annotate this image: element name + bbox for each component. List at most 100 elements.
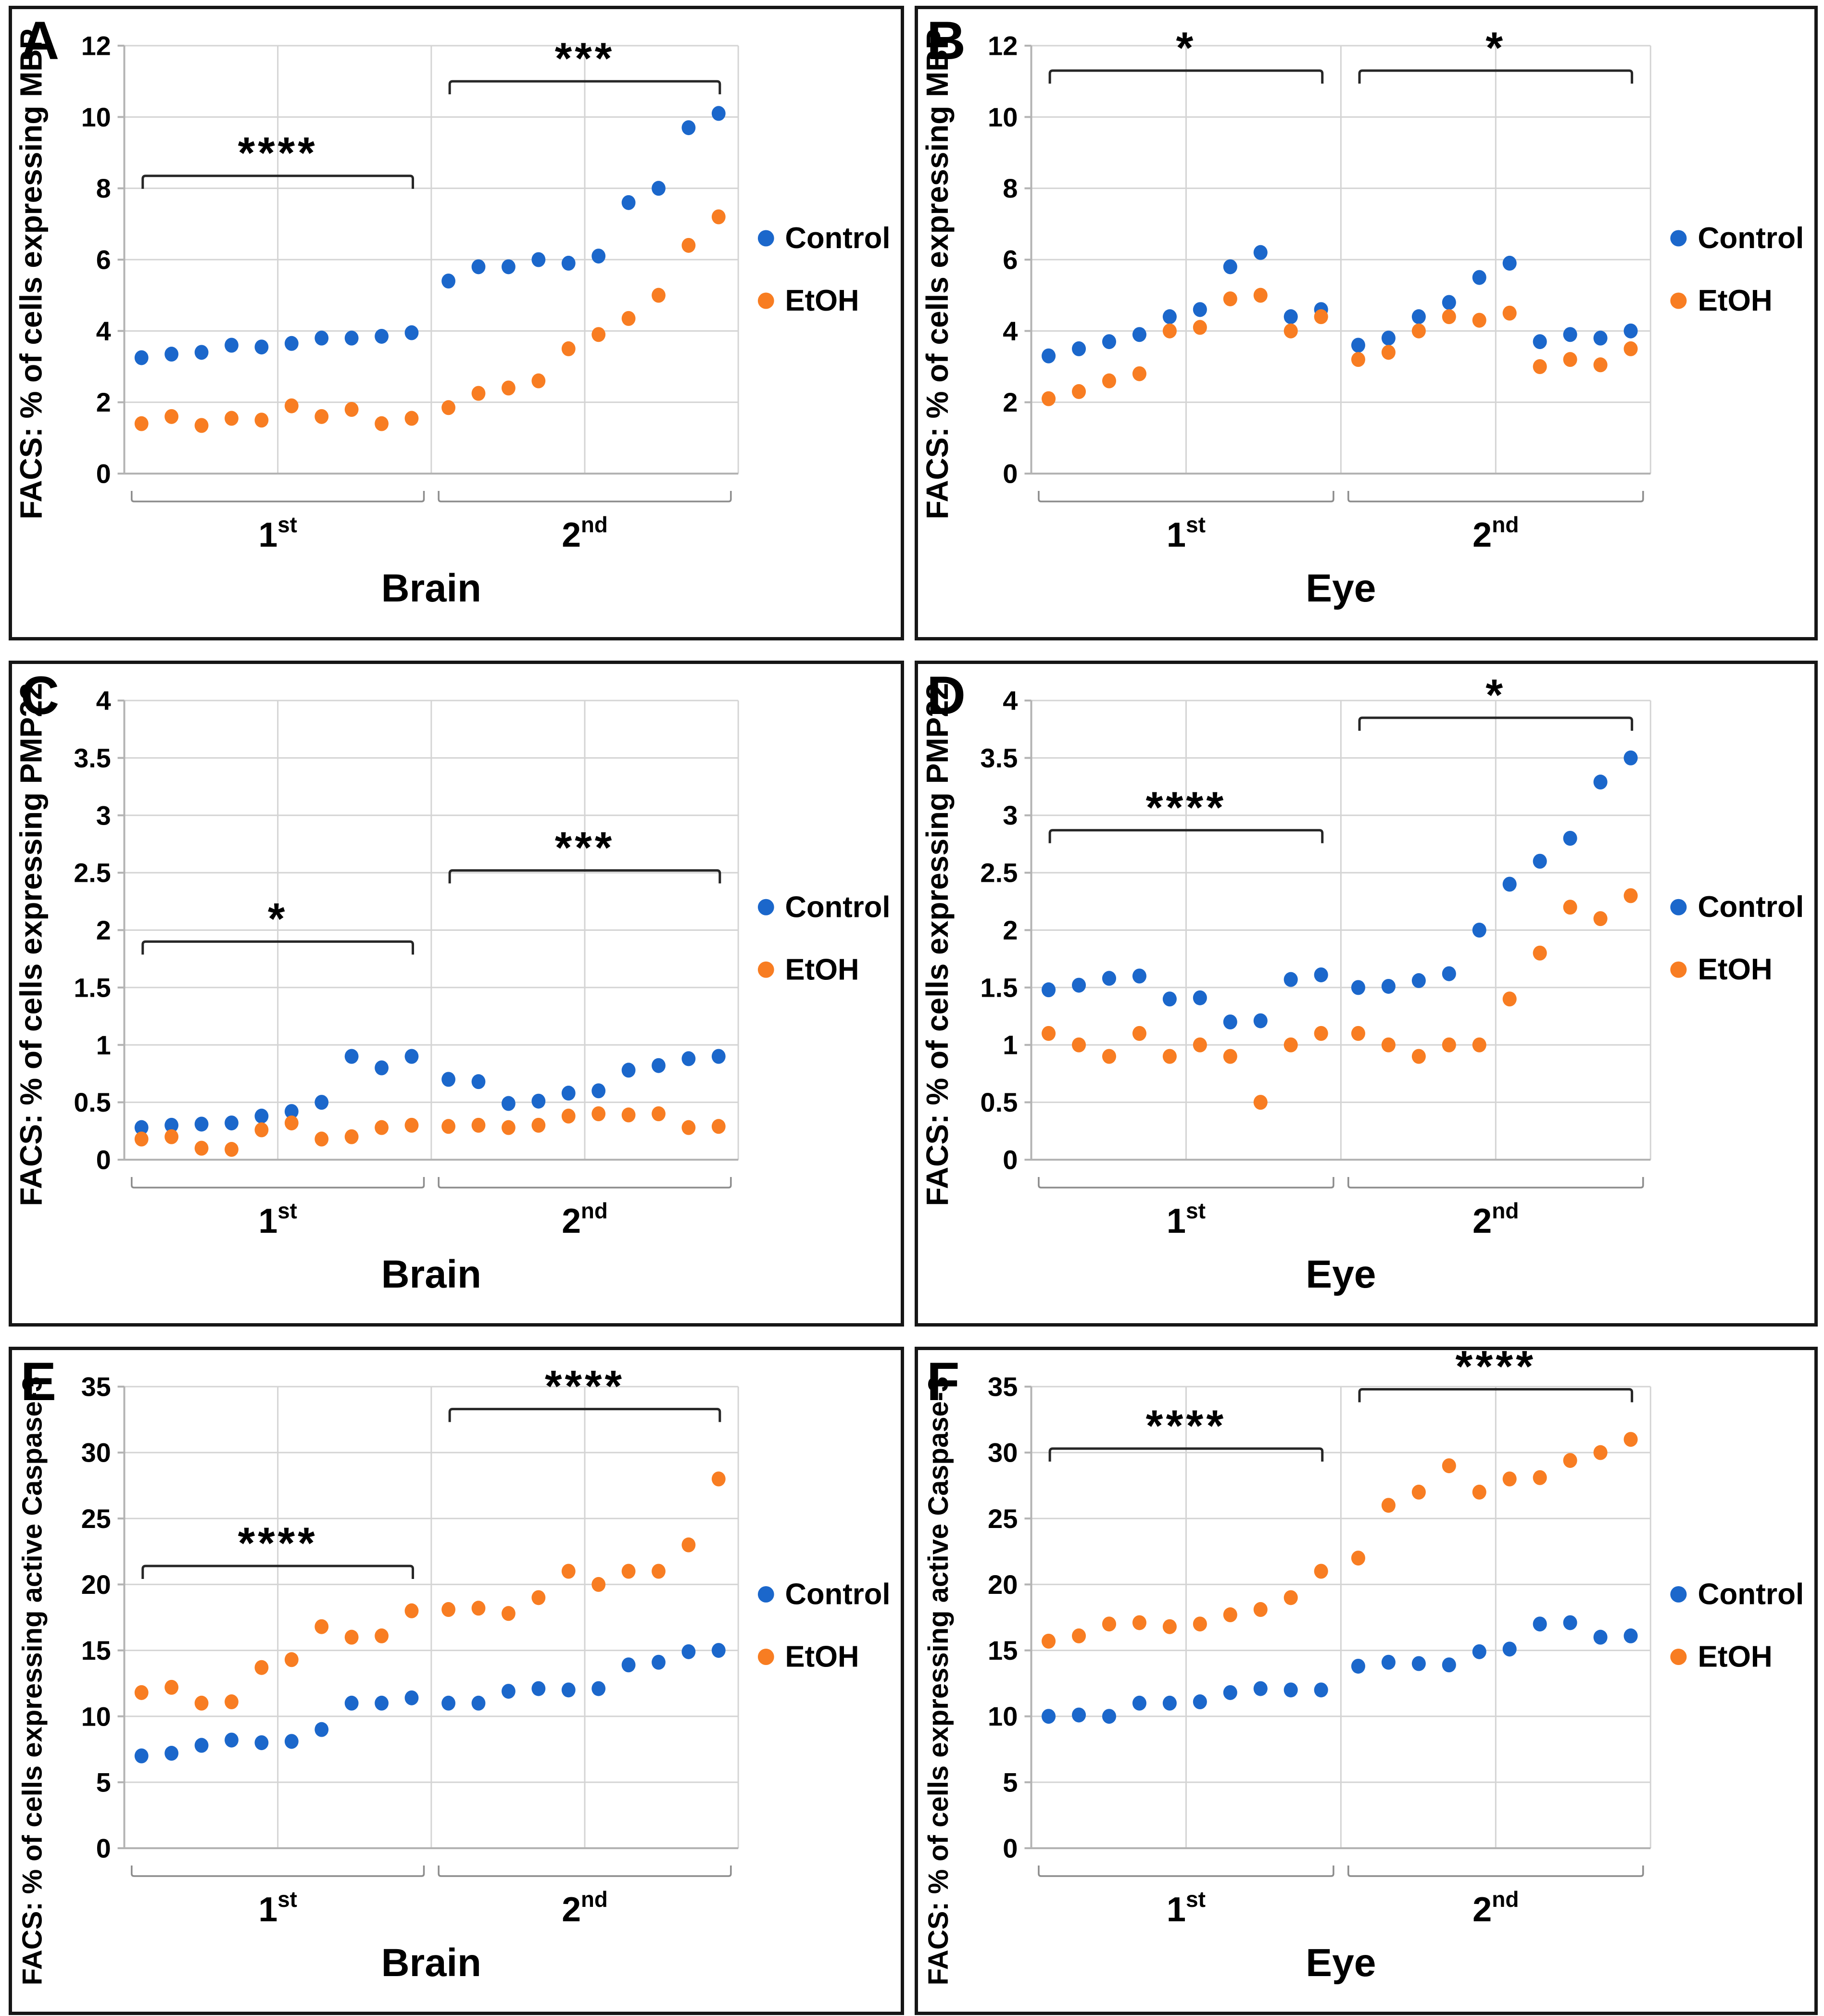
data-point-control [194,1738,209,1753]
data-point-control [1351,1658,1365,1674]
data-point-control [194,345,209,360]
data-point-control [1042,982,1056,998]
data-point-control [502,259,516,275]
data-point-control [1411,973,1426,989]
data-point-control [375,328,389,344]
panel-letter: B [927,11,966,71]
data-point-control [344,330,359,346]
y-tick-label: 2 [96,387,111,417]
data-point-control [375,1695,389,1711]
legend-control-icon [757,899,774,915]
data-point-control [531,1093,546,1109]
data-point-etoh [561,341,576,356]
data-point-control [1102,1709,1117,1724]
y-tick-label: 5 [1003,1767,1018,1797]
panel-B: 0 2 4 6 8 10 12 FACS: % of cells expressing MBP… [915,6,1818,640]
data-point-etoh [1502,305,1517,321]
data-point-etoh [471,1117,486,1133]
panel-A: 0 2 4 6 8 10 12 FACS: % of cells expressing MBP… [9,6,904,640]
significance-stars: **** [238,128,318,177]
data-point-etoh [531,1117,546,1133]
y-tick-label: 0 [96,458,111,488]
data-point-control [441,1695,455,1711]
data-point-etoh [1623,341,1638,356]
data-point-etoh [531,373,546,388]
significance-bracket [448,869,721,884]
y-tick-label: 1 [1003,1030,1018,1060]
data-point-etoh [621,311,636,326]
y-tick-label: 1 [96,1030,111,1060]
y-tick-label: 15 [988,1635,1018,1665]
data-point-control [1351,338,1365,353]
data-point-etoh [1472,1484,1486,1500]
data-point-etoh [284,1115,299,1131]
data-point-control [1102,334,1117,350]
panel-C: 0 0.5 1 1.5 2 2.5 3 3.5 4 FACS: % of cells expres… [9,661,904,1327]
data-point-control [1502,255,1517,271]
data-point-etoh [1314,1026,1328,1041]
legend-label: Control [1698,1578,1804,1611]
y-tick-label: 25 [988,1503,1018,1534]
data-point-control [1502,1641,1517,1657]
panel-D: 0 0.5 1 1.5 2 2.5 3 3.5 4 FACS: % of cells expres… [915,661,1818,1327]
group-label: 1st [258,1198,297,1240]
panel-letter: E [21,1352,56,1412]
data-point-etoh [1223,1607,1237,1623]
data-point-control [1071,341,1086,356]
data-point-etoh [1381,1498,1396,1513]
group-label: 1st [258,512,297,554]
x-axis-title: Eye [1306,1941,1376,1985]
significance-stars: **** [1146,1401,1227,1451]
data-point-control [1223,259,1237,275]
data-point-etoh [681,1120,696,1135]
group-label: 2nd [562,1198,608,1240]
y-axis-title: FACS: % of cells expressing PMP22 [14,683,49,1206]
data-point-etoh [1253,288,1268,303]
data-point-control [314,330,329,346]
data-point-control [404,1049,419,1064]
data-point-control [1132,968,1146,984]
y-tick-label: 15 [81,1635,111,1665]
significance-stars: **** [1146,783,1227,832]
data-point-control [1442,966,1456,981]
data-point-control [1193,1694,1207,1710]
data-point-control [375,1060,389,1076]
data-point-etoh [1042,1026,1056,1041]
group-label: 2nd [562,1887,608,1929]
y-tick-label: 0 [1003,1833,1018,1864]
data-point-etoh [1502,991,1517,1007]
data-point-control [1193,302,1207,317]
data-point-control [652,1058,666,1073]
data-point-control [711,106,726,121]
data-point-etoh [344,1129,359,1144]
y-tick-label: 3.5 [980,743,1018,773]
data-point-etoh [1042,391,1056,406]
panel-F: 0 5 10 15 20 25 30 35 FACS: % of cells expressin… [915,1347,1818,2015]
data-point-etoh [471,1601,486,1616]
group-brace [131,1177,425,1189]
data-point-etoh [1411,1049,1426,1064]
data-point-control [134,1748,149,1764]
y-axis-title: FACS: % of cells expressing PMP22 [920,683,955,1206]
panel-letter: A [21,11,59,71]
data-point-etoh [1314,309,1328,325]
data-point-control [681,1644,696,1659]
data-point-etoh [1533,1470,1547,1485]
data-point-control [344,1049,359,1064]
data-point-control [531,252,546,267]
data-point-etoh [711,209,726,225]
group-brace [438,1177,732,1189]
y-tick-label: 6 [1003,245,1018,275]
data-point-etoh [591,1577,606,1592]
data-point-control [1042,1709,1056,1724]
x-axis-title: Eye [1306,1252,1376,1296]
panel-letter: D [927,665,966,726]
group-brace [131,1866,425,1877]
data-point-control [1193,990,1207,1005]
y-axis-title: FACS: % of cells expressing active Caspa… [923,1377,954,1986]
significance-stars: **** [238,1519,318,1568]
data-point-etoh [194,1695,209,1711]
data-point-control [1071,1707,1086,1723]
data-point-control [1472,270,1486,285]
y-tick-label: 5 [96,1767,111,1797]
